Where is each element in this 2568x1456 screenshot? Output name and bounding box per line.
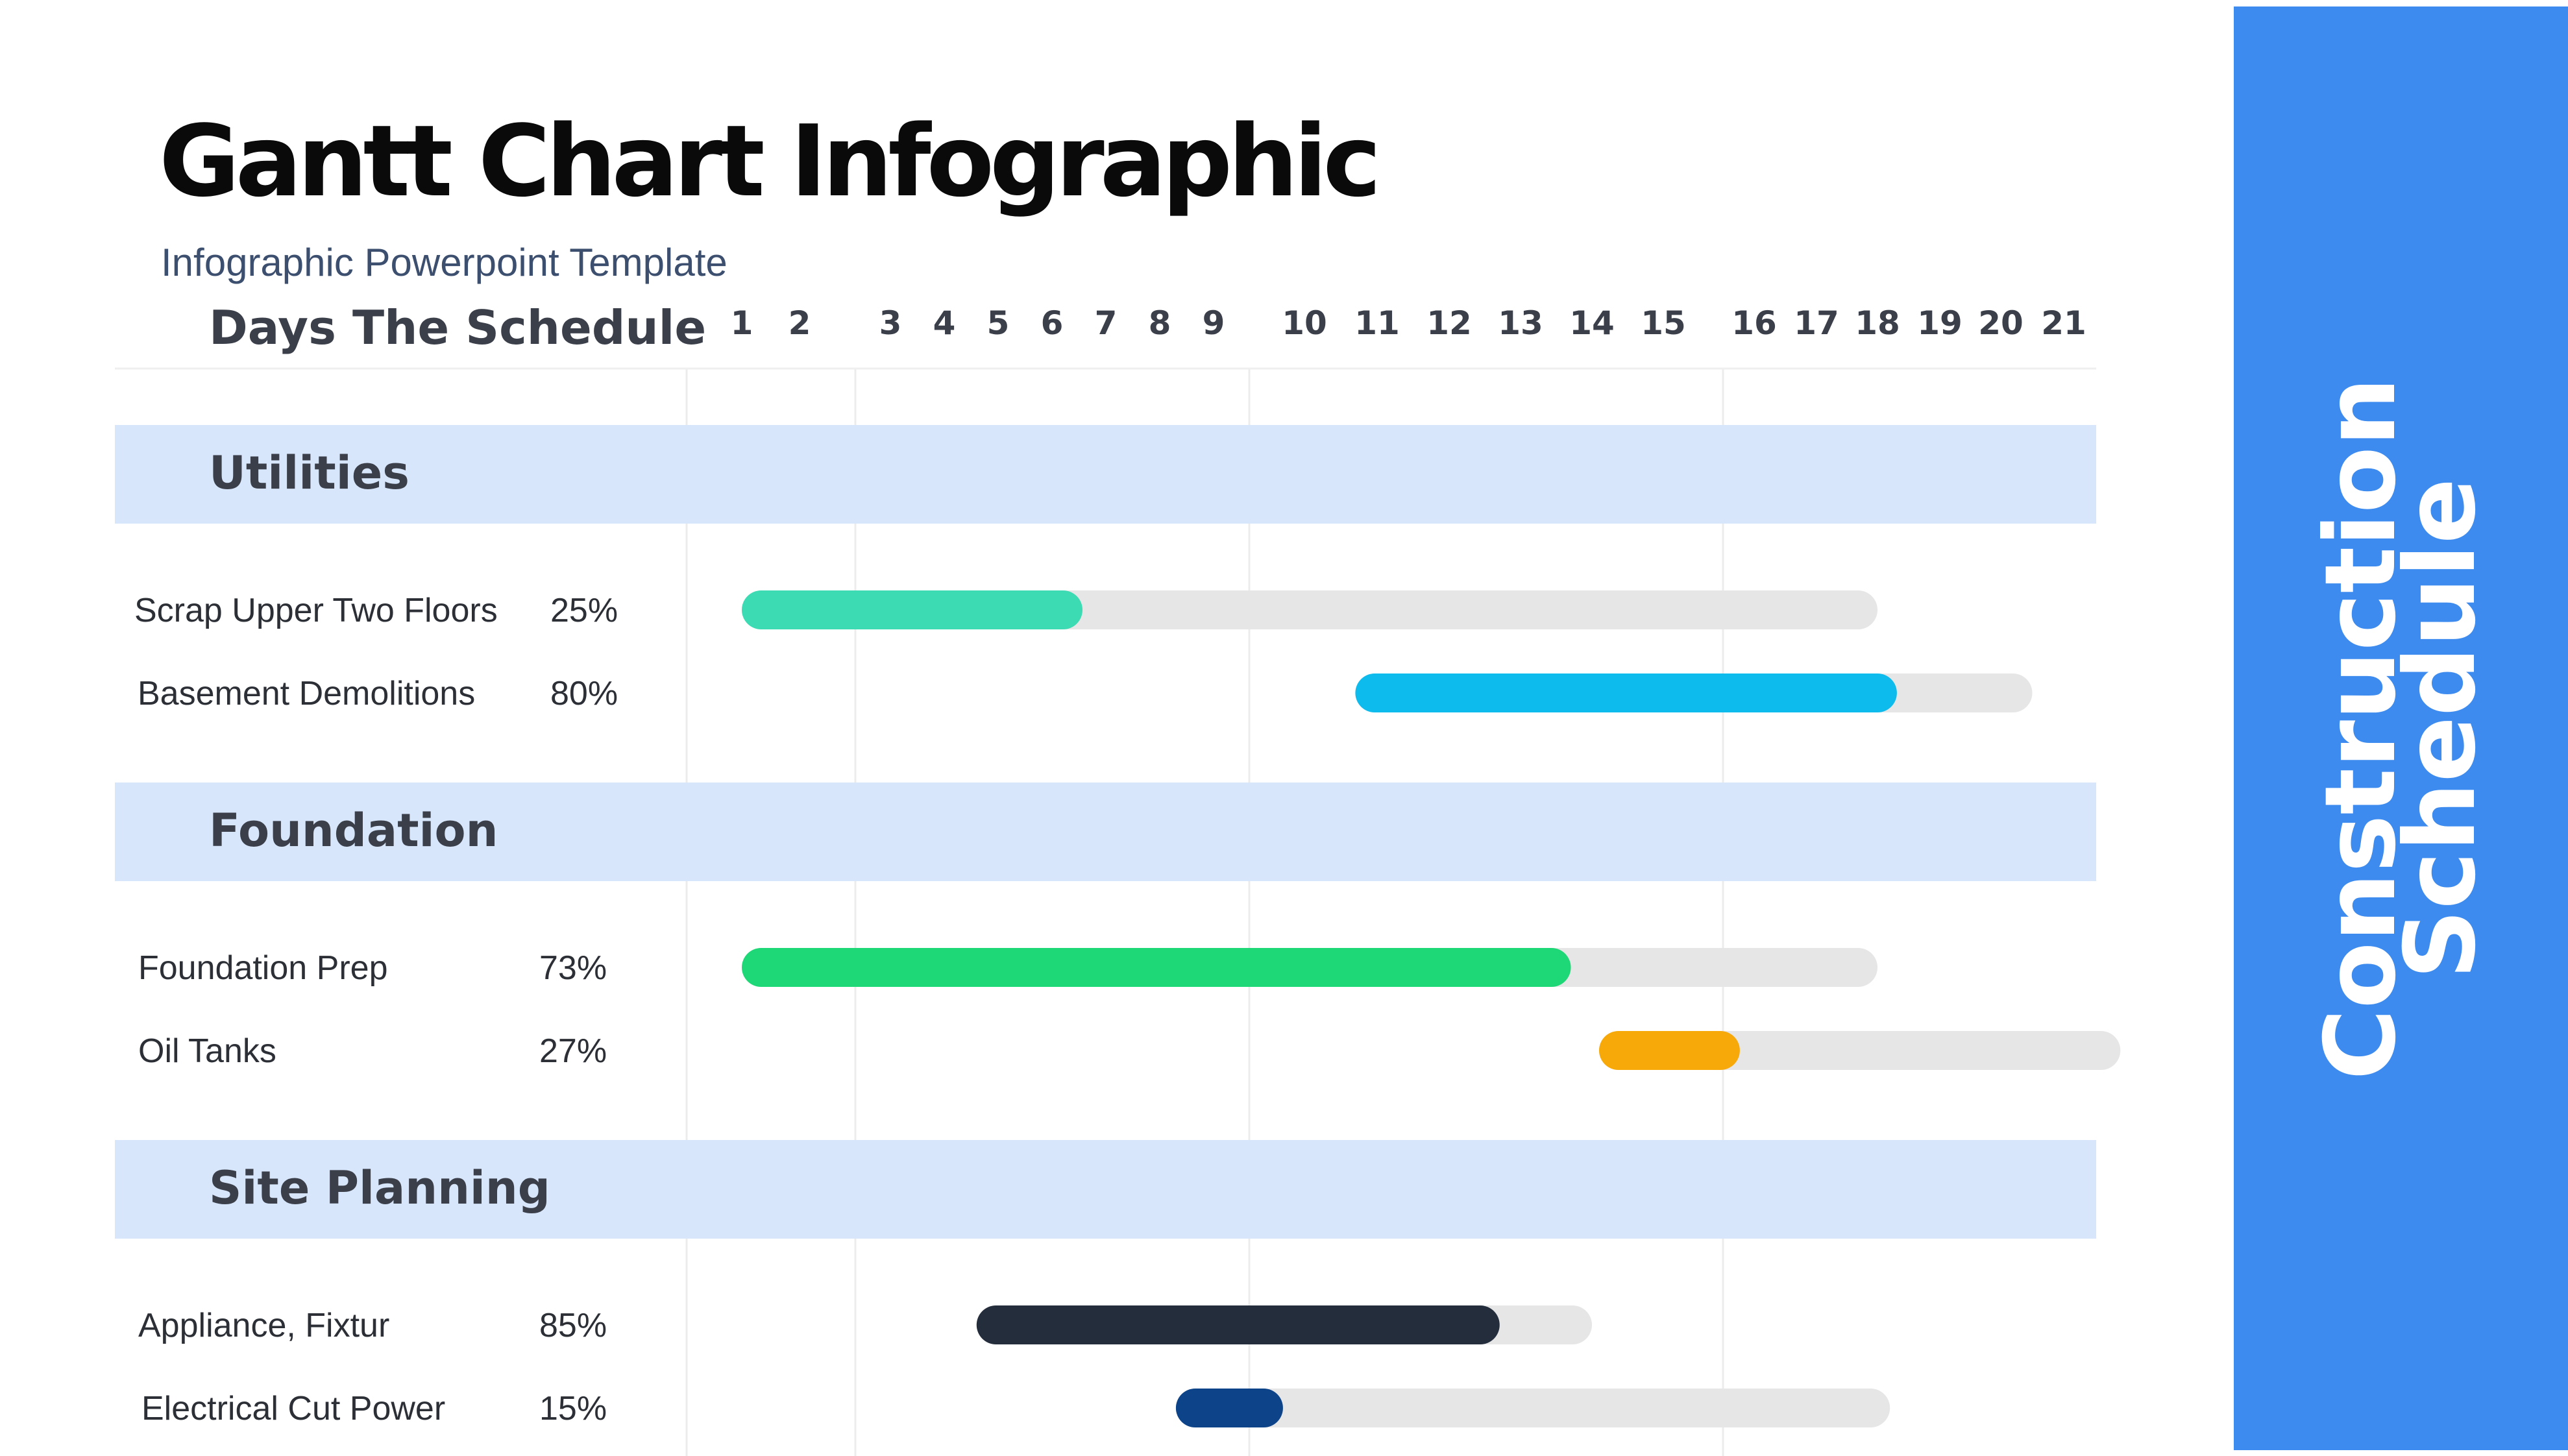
task-label: Scrap Upper Two Floors [134,592,498,629]
day-label-6: 6 [1041,304,1064,342]
sidebar-title: Construction Schedule [2305,377,2497,1080]
group-title-foundation: Foundation [209,804,498,857]
day-label-4: 4 [933,304,956,342]
task-label: Foundation Prep [138,949,388,987]
day-label-16: 16 [1731,304,1777,342]
task-progress-bar [1355,673,1897,712]
sidebar-panel: Construction Schedule [2234,6,2568,1450]
day-label-8: 8 [1149,304,1171,342]
day-label-1: 1 [731,304,753,342]
task-progress-bar [742,590,1082,629]
day-label-15: 15 [1641,304,1686,342]
task-progress-bar [1599,1031,1740,1070]
task-label: Electrical Cut Power [141,1390,445,1427]
day-label-14: 14 [1569,304,1615,342]
task-percent: 80% [550,675,618,712]
day-label-9: 9 [1203,304,1225,342]
day-label-17: 17 [1794,304,1839,342]
task-label: Appliance, Fixtur [138,1307,389,1344]
day-label-20: 20 [1978,304,2024,342]
task-percent: 15% [539,1390,607,1427]
group-title-utilities: Utilities [209,446,410,500]
task-percent: 25% [550,592,618,629]
day-label-11: 11 [1354,304,1400,342]
task-progress-bar [1175,1389,1283,1427]
page-subtitle: Infographic Powerpoint Template [161,241,728,284]
task-percent: 27% [539,1032,607,1070]
day-label-19: 19 [1917,304,1963,342]
day-label-21: 21 [2041,304,2086,342]
schedule-header-label: Days The Schedule [209,300,706,355]
day-label-10: 10 [1282,304,1327,342]
day-label-7: 7 [1095,304,1118,342]
day-label-5: 5 [987,304,1010,342]
task-percent: 73% [539,949,607,987]
day-label-13: 13 [1498,304,1543,342]
group-band-foundation [115,783,2096,881]
group-band-site-planning [115,1140,2096,1239]
task-percent: 85% [539,1307,607,1344]
day-label-2: 2 [789,304,811,342]
sidebar-title-line2: Schedule [2384,478,2497,979]
gantt-chart: Days The Schedule 1 2 3 4 5 6 7 8 9 10 11 12 13 14 15 16… [115,300,2121,1456]
task-progress-bar [976,1305,1500,1344]
day-label-12: 12 [1426,304,1472,342]
task-progress-bar [742,948,1571,987]
task-track-bar [1175,1389,1890,1427]
page-title: Gantt Chart Infographic [159,104,1382,219]
group-title-site-planning: Site Planning [209,1161,550,1215]
day-label-18: 18 [1855,304,1900,342]
task-label: Basement Demolitions [138,675,475,712]
task-label: Oil Tanks [138,1032,276,1070]
day-label-3: 3 [879,304,902,342]
group-band-utilities [115,425,2096,524]
